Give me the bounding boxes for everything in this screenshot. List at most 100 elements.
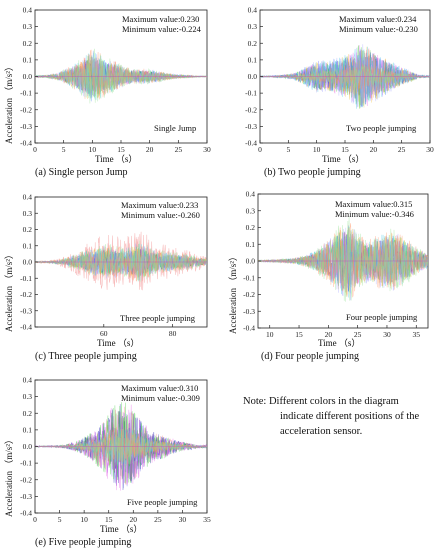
x-tick-label: 30: [179, 515, 187, 524]
y-tick-label: 0.1: [23, 241, 33, 250]
min-value-annotation: Minimum value:-0.346: [335, 209, 414, 219]
sensor-trace: [35, 241, 207, 282]
panel-c: -0.4 -0.3 -0.2 -0.1 0.0 0.1 0.2 0.3 0.4 60 80 Max…: [4, 193, 207, 363]
x-ticks: 10 15 20 25 30 35: [266, 325, 420, 339]
x-axis-title: Time （s）: [322, 154, 364, 164]
x-tick-label: 10: [313, 145, 321, 154]
x-tick-label: 35: [203, 515, 211, 524]
y-ticks: -0.4 -0.3 -0.2 -0.1 0.0 0.1 0.2 0.3 0.4: [20, 376, 38, 518]
x-tick-label: 5: [286, 145, 290, 154]
y-tick-label: -0.2: [245, 105, 257, 114]
panel-caption: (a) Single person Jump: [35, 167, 128, 178]
max-value-annotation: Maximum value:0.310: [121, 383, 198, 393]
y-tick-label: -0.1: [20, 459, 32, 468]
y-tick-label: 0.0: [23, 72, 33, 81]
y-tick-label: 0.2: [23, 39, 33, 48]
max-value-annotation: Maximum value:0.233: [121, 200, 198, 210]
y-tick-label: -0.3: [20, 306, 32, 315]
y-tick-label: -0.3: [20, 492, 32, 501]
x-tick-label: 60: [100, 329, 108, 338]
panel-inner-label: Two people jumping: [346, 123, 417, 133]
y-tick-label: 0.3: [23, 22, 33, 31]
y-tick-label: -0.3: [243, 307, 255, 316]
max-value-annotation: Maximum value:0.230: [122, 14, 199, 24]
acceleration-traces: [260, 44, 430, 109]
y-tick-label: -0.1: [245, 89, 257, 98]
y-tick-label: 0.3: [23, 392, 33, 401]
note-line: Note: Different colors in the diagram: [243, 396, 399, 407]
y-tick-label: 0.0: [23, 442, 33, 451]
y-axis-title: Acceleration （m/s²）: [4, 435, 14, 517]
max-value-annotation: Maximum value:0.234: [339, 14, 417, 24]
x-tick-label: 0: [33, 145, 37, 154]
acceleration-traces: [35, 232, 207, 291]
x-tick-label: 0: [33, 515, 37, 524]
y-axis-title: Acceleration （m/s²）: [4, 250, 14, 332]
x-tick-label: 25: [154, 515, 162, 524]
y-tick-label: 0.4: [23, 6, 33, 15]
x-tick-label: 5: [62, 145, 66, 154]
x-tick-label: 25: [398, 145, 406, 154]
y-tick-label: -0.4: [20, 323, 32, 332]
panel-inner-label: Five people jumping: [127, 497, 198, 507]
x-tick-label: 30: [383, 330, 391, 339]
y-tick-label: 0.2: [23, 409, 33, 418]
x-tick-label: 20: [146, 145, 154, 154]
note-line: indicate different positions of the: [280, 411, 420, 422]
y-tick-label: 0.4: [248, 6, 258, 15]
y-tick-label: -0.4: [245, 139, 257, 148]
y-ticks: -0.4 -0.3 -0.2 -0.1 0.0 0.1 0.2 0.3 0.4: [20, 6, 38, 148]
acceleration-traces: [35, 49, 207, 104]
x-tick-label: 10: [266, 330, 274, 339]
min-value-annotation: Minimum value:-0.309: [121, 393, 200, 403]
y-ticks: -0.4 -0.3 -0.2 -0.1 0.0 0.1 0.2 0.3 0.4: [243, 190, 261, 333]
y-tick-label: 0.0: [248, 72, 258, 81]
x-tick-label: 5: [58, 515, 62, 524]
x-ticks: 0 5 10 15 20 25 30 35: [33, 510, 211, 524]
x-tick-label: 30: [426, 145, 434, 154]
y-tick-label: 0.2: [248, 39, 258, 48]
panel-inner-label: Single Jump: [154, 123, 196, 133]
panel-a: -0.4 -0.3 -0.2 -0.1 0.0 0.1 0.2 0.3 0.4 0 5 10 15 20…: [4, 6, 211, 179]
y-tick-label: -0.4: [20, 139, 32, 148]
panel-d: -0.4-0.3-0.2-0.10.00.10.20.30.4 10 15 20 25…: [228, 190, 428, 363]
y-tick-label: -0.2: [20, 105, 32, 114]
x-tick-label: 20: [130, 515, 138, 524]
panel-caption: (e) Five people jumping: [35, 537, 131, 548]
panel-inner-label: Three people jumping: [120, 313, 196, 323]
y-tick-label: 0.3: [246, 206, 256, 215]
sensor-trace: [35, 49, 207, 104]
acceleration-traces: [35, 402, 207, 490]
panel-caption: (c) Three people jumping: [35, 351, 137, 362]
y-tick-label: -0.3: [20, 122, 32, 131]
y-axis-title: Acceleration （m/s²）: [4, 62, 14, 144]
x-axis-title: Time （s）: [318, 338, 360, 348]
y-tick-label: 0.4: [23, 376, 33, 385]
panel-e: -0.4 -0.3 -0.2 -0.1 0.0 0.1 0.2 0.3 0.4 0 5 10 15 20…: [4, 376, 211, 549]
panel-caption: (b) Two people jumping: [264, 167, 361, 178]
y-tick-label: 0.0: [23, 258, 33, 267]
y-tick-label: -0.4: [243, 324, 255, 333]
y-tick-label: 0.2: [23, 225, 33, 234]
y-tick-label: 0.1: [248, 55, 258, 64]
panel-b: -0.4 -0.3 -0.2 -0.1 0.0 0.1 0.2 0.3 0.4 0 5 10 15 20…: [245, 6, 434, 179]
y-tick-label: 0.1: [23, 55, 33, 64]
x-ticks: 0 5 10 15 20 25 30: [258, 140, 434, 154]
y-ticks: -0.4 -0.3 -0.2 -0.1 0.0 0.1 0.2 0.3 0.4: [20, 193, 38, 332]
y-tick-label: 0.4: [246, 190, 256, 199]
x-axis-title: Time （s）: [95, 154, 137, 164]
y-tick-label: -0.4: [20, 509, 32, 518]
x-tick-label: 15: [295, 330, 303, 339]
y-tick-label: -0.1: [20, 274, 32, 283]
x-tick-label: 15: [341, 145, 349, 154]
x-tick-label: 20: [370, 145, 378, 154]
x-tick-label: 15: [117, 145, 125, 154]
x-tick-label: 25: [175, 145, 183, 154]
y-axis-title: Acceleration （m/s²）: [228, 252, 238, 334]
x-axis-title: Time （s）: [100, 524, 142, 534]
x-tick-label: 35: [413, 330, 421, 339]
figure-note: Note: Different colors in the diagram in…: [243, 396, 420, 437]
x-tick-label: 0: [258, 145, 262, 154]
x-tick-label: 80: [169, 329, 177, 338]
